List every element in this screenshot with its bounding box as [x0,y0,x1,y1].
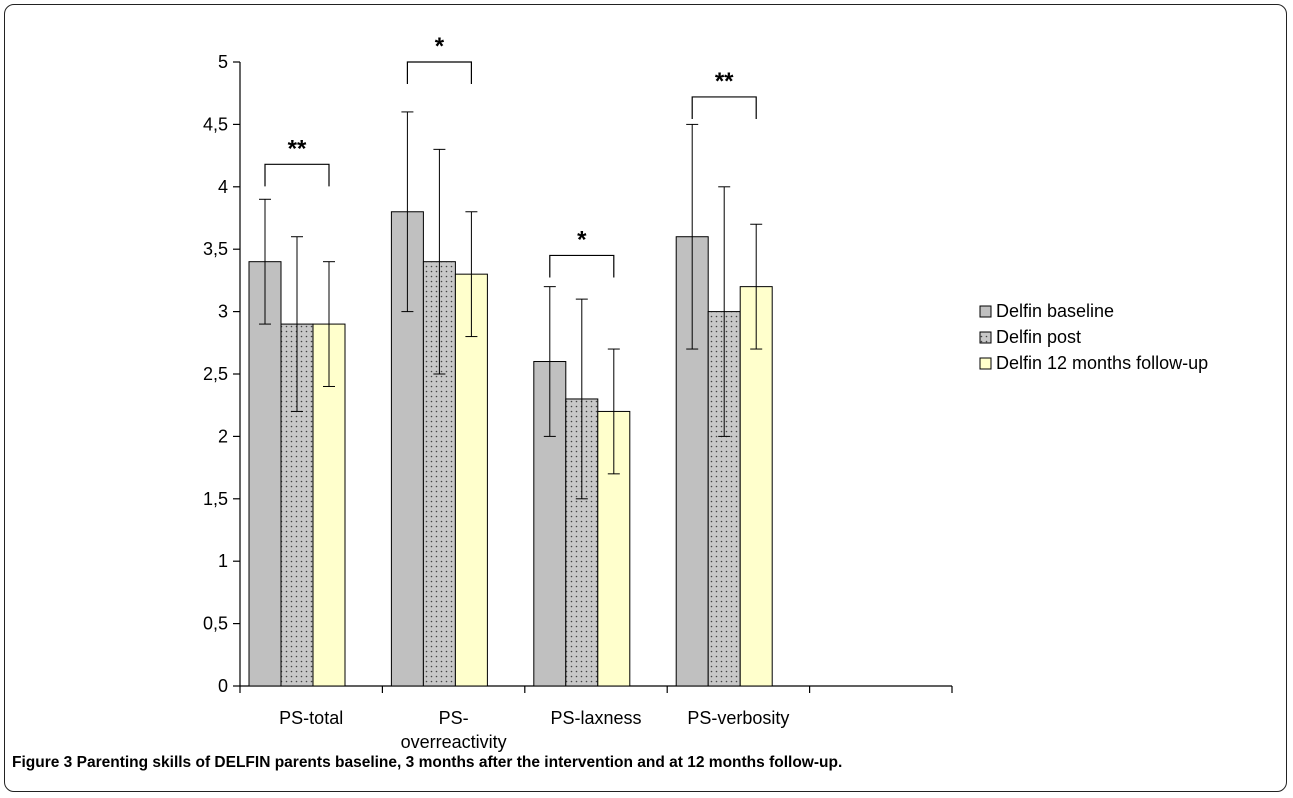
significance-marker: * [577,226,587,253]
x-category-label: PS- [439,708,469,728]
x-category-label: PS-verbosity [687,708,789,728]
significance-marker: ** [715,68,734,95]
caption-label: Figure 3 [12,754,73,771]
y-tick-label: 2,5 [203,364,228,384]
legend-swatch [979,357,992,370]
x-category-label: PS-laxness [550,708,641,728]
significance-marker: * [435,33,445,60]
figure-caption: Figure 3 Parenting skills of DELFIN pare… [12,754,842,772]
bar-delfin-12-months-follow-up [454,273,488,687]
y-tick-label: 2 [218,426,228,446]
y-tick-label: 3 [218,302,228,322]
significance-bracket [691,96,757,119]
y-tick-label: 4,5 [203,114,228,134]
legend-label: Delfin post [996,327,1081,347]
legend-swatch [979,305,992,318]
legend-label: Delfin baseline [996,301,1114,321]
x-category-label: overreactivity [401,732,507,752]
y-tick-label: 4 [218,177,228,197]
significance-bracket [549,254,615,278]
legend-label: Delfin 12 months follow-up [996,353,1208,373]
bar-delfin-baseline [248,261,282,687]
y-tick-label: 5 [218,52,228,72]
plot-area: 0 0,5 1 1,5 2 2,5 3 3,5 4 4,5 5 PS-total PS-overreac… [203,33,1208,752]
caption-text: Parenting skills of DELFIN parents basel… [76,754,843,771]
y-tick-label: 1,5 [203,489,228,509]
significance-bracket [264,163,330,187]
significance-bracket [406,61,472,84]
y-tick-label: 0 [218,676,228,696]
x-category-label: PS-total [279,708,343,728]
figure-frame [4,4,1287,792]
y-tick-label: 0,5 [203,614,228,634]
significance-marker: ** [288,135,307,162]
y-tick-label: 3,5 [203,239,228,259]
legend-swatch [979,331,992,344]
y-tick-label: 1 [218,551,228,571]
